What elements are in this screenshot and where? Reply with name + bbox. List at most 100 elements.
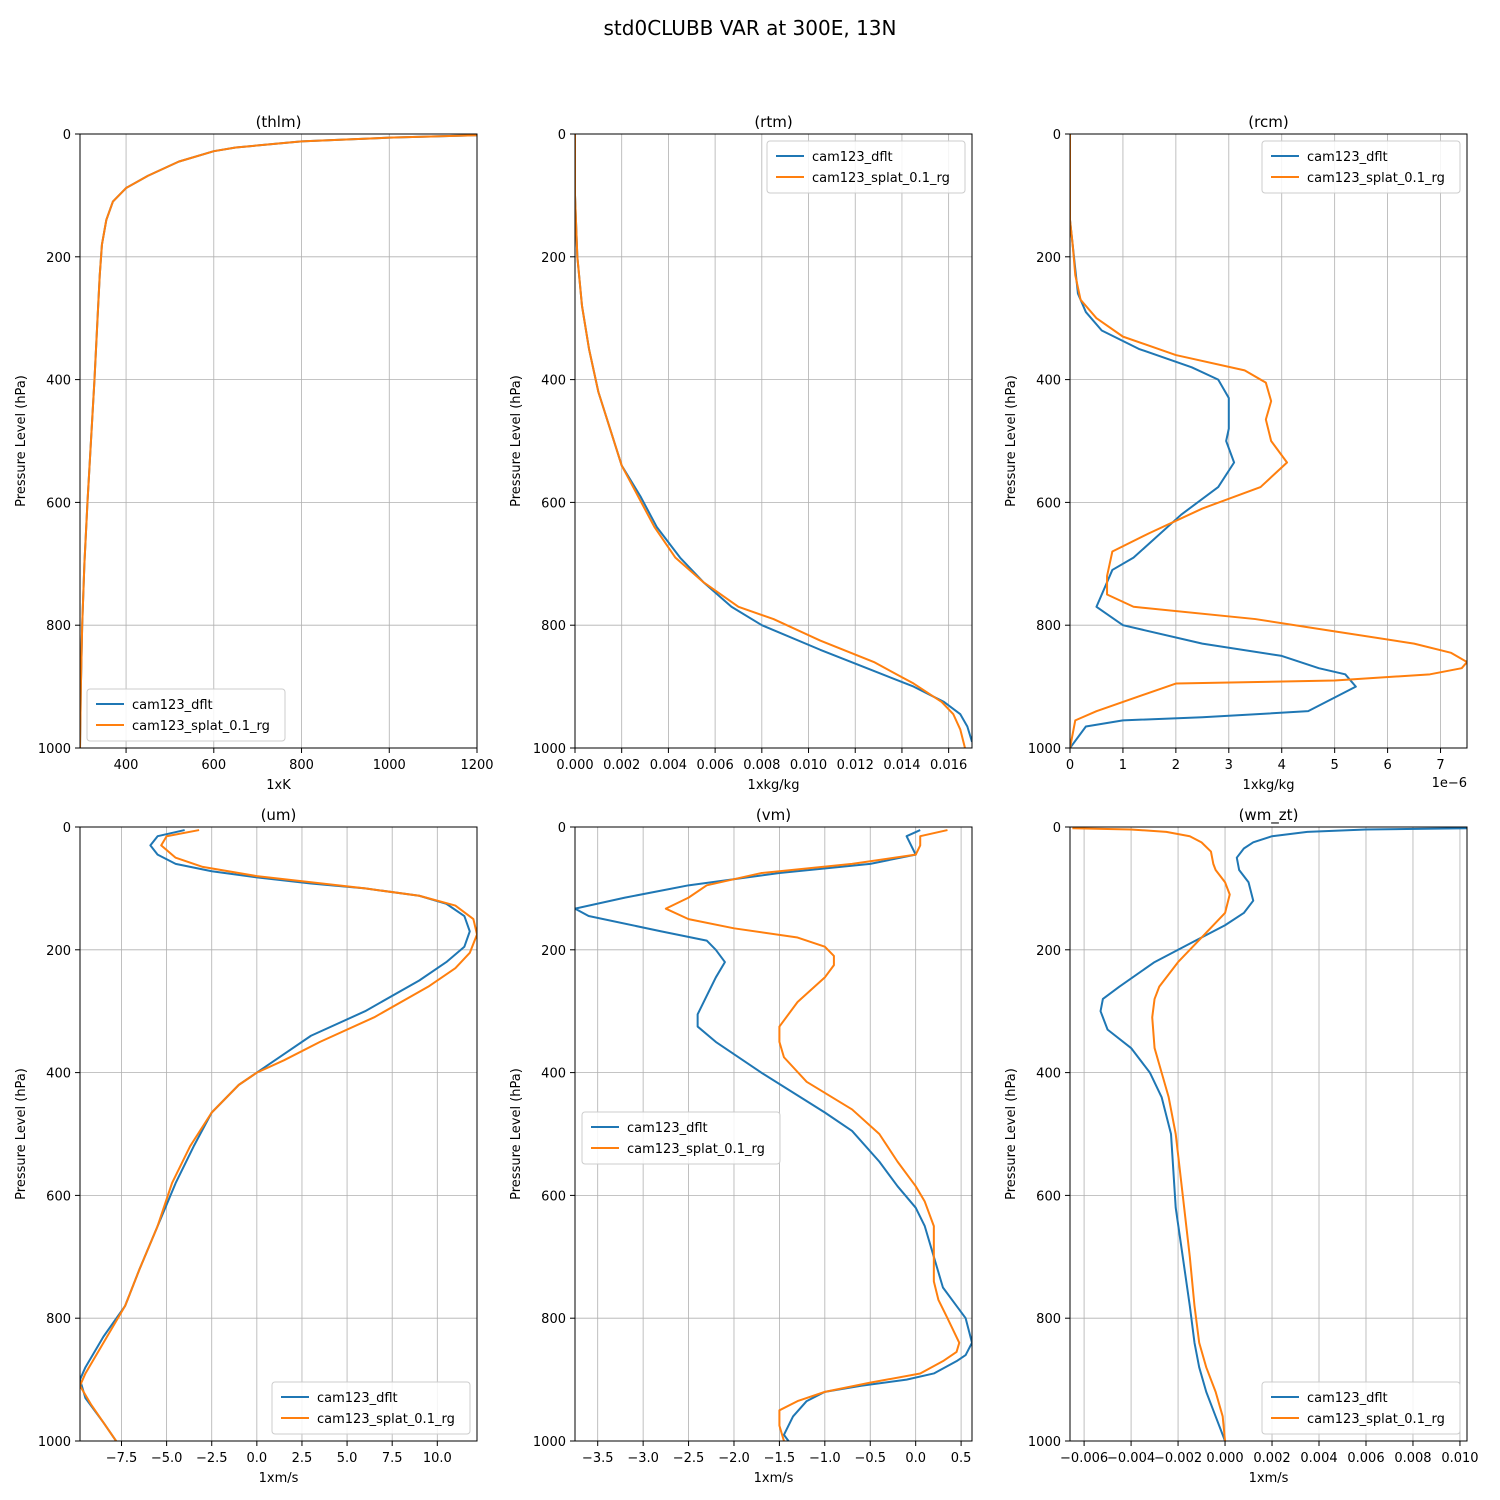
chart-6-x-tick-label: −0.004	[1107, 1451, 1155, 1466]
chart-3-x-tick-label: 2	[1172, 758, 1180, 773]
chart-5-y-tick-label: 1000	[533, 1435, 566, 1450]
chart-3-y-tick-label: 1000	[1028, 742, 1061, 757]
chart-3-legend-label-1: cam123_dflt	[1307, 150, 1388, 165]
chart-5-x-tick-label: −3.5	[582, 1451, 614, 1466]
chart-4-x-tick-label: 5.0	[337, 1451, 358, 1466]
chart-3-y-axis-label: Pressure Level (hPa)	[1004, 375, 1019, 507]
chart-3-x-tick-label: 4	[1278, 758, 1286, 773]
chart-4-y-tick-label: 800	[46, 1312, 71, 1327]
chart-6-x-tick-label: 0.010	[1441, 1451, 1478, 1466]
chart-5-title: (vm)	[756, 806, 791, 824]
chart-5: −3.5 −3.0 −2.5 −2.0 −1.5 −1.0 −0.5 0.0 0.5 0 200 40…	[509, 806, 973, 1486]
chart-4-legend-label-1: cam123_dflt	[317, 1391, 398, 1406]
chart-4-x-tick-label: −2.5	[196, 1451, 228, 1466]
chart-5-legend: cam123_dflt cam123_splat_0.1_rg	[581, 1111, 781, 1165]
chart-4-y-axis-label: Pressure Level (hPa)	[14, 1068, 29, 1200]
chart-6: −0.006−0.004−0.002 0.000 0.002 0.004 0.006 0.…	[1004, 806, 1479, 1486]
chart-1-frame	[79, 133, 478, 749]
chart-1-y-axis-label: Pressure Level (hPa)	[14, 375, 29, 507]
chart-4: −7.5 −5.0 −2.5 0.0 2.5 5.0 7.5 10.0 0 200 400 600 80…	[14, 806, 478, 1486]
chart-6-y-tick-label: 1000	[1028, 1435, 1061, 1450]
chart-4-legend-box	[271, 1381, 471, 1435]
chart-6-series-line-1	[1099, 827, 1467, 1441]
chart-2-x-tick-label: 0.010	[790, 758, 827, 773]
chart-1-y-tick-label: 200	[46, 251, 71, 266]
chart-1-legend: cam123_dflt cam123_splat_0.1_rg	[86, 688, 286, 742]
chart-2-y-tick-label: 800	[541, 619, 566, 634]
chart-6-y-tick-label: 400	[1036, 1067, 1061, 1082]
chart-3-series-line-1	[1070, 134, 1357, 748]
chart-6-y-tick-label: 600	[1036, 1189, 1061, 1204]
chart-2-y-tick-label: 400	[541, 374, 566, 389]
chart-5-legend-label-1: cam123_dflt	[627, 1121, 708, 1136]
chart-5-legend-label-2: cam123_splat_0.1_rg	[627, 1142, 765, 1157]
chart-6-y-tick-label: 800	[1036, 1312, 1061, 1327]
chart-3-x-offset-text: 1e−6	[1432, 776, 1467, 791]
chart-5-series-line-1	[575, 829, 972, 1441]
chart-2-y-tick-label: 1000	[533, 742, 566, 757]
chart-2: 0.000 0.002 0.004 0.006 0.008 0.010 0.012 0.014…	[509, 113, 973, 793]
chart-3-y-tick-label: 800	[1036, 619, 1061, 634]
chart-4-x-tick-label: −7.5	[106, 1451, 138, 1466]
chart-2-legend-label-2: cam123_splat_0.1_rg	[812, 171, 950, 186]
chart-5-x-tick-label: −1.0	[809, 1451, 841, 1466]
chart-6-x-tick-label: 0.008	[1394, 1451, 1431, 1466]
chart-5-x-tick-label: −2.5	[673, 1451, 705, 1466]
chart-4-series-line-2	[80, 829, 477, 1441]
chart-3-x-tick-label: 1	[1119, 758, 1127, 773]
chart-3-series-line-2	[1070, 134, 1467, 748]
chart-6-x-tick-label: −0.002	[1154, 1451, 1202, 1466]
chart-1-series-line-1	[80, 134, 477, 748]
chart-4-x-tick-label: −5.0	[151, 1451, 183, 1466]
chart-5-x-tick-label: −0.5	[854, 1451, 886, 1466]
chart-5-x-axis-label: 1xm/s	[754, 1471, 794, 1486]
chart-2-x-tick-label: 0.012	[837, 758, 874, 773]
chart-1-x-axis-label: 1xK	[266, 778, 291, 793]
chart-2-y-axis-label: Pressure Level (hPa)	[509, 375, 524, 507]
chart-6-x-axis-label: 1xm/s	[1249, 1471, 1289, 1486]
chart-4-y-tick-label: 400	[46, 1067, 71, 1082]
chart-6-y-axis-label: Pressure Level (hPa)	[1004, 1068, 1019, 1200]
chart-2-x-tick-label: 0.016	[930, 758, 967, 773]
chart-2-y-tick-label: 600	[541, 496, 566, 511]
chart-2-y-tick-label: 0	[558, 128, 566, 143]
chart-1-x-tick-label: 400	[114, 758, 139, 773]
chart-4-y-tick-label: 200	[46, 944, 71, 959]
chart-6-legend-label-1: cam123_dflt	[1307, 1391, 1388, 1406]
chart-2-x-tick-label: 0.002	[603, 758, 640, 773]
chart-5-x-tick-label: −3.0	[627, 1451, 659, 1466]
chart-1-y-tick-label: 0	[63, 128, 71, 143]
chart-4-series-line-1	[80, 829, 471, 1441]
chart-5-series-line-2	[664, 829, 961, 1441]
chart-3-legend-label-2: cam123_splat_0.1_rg	[1307, 171, 1445, 186]
chart-2-x-tick-label: 0.014	[883, 758, 920, 773]
chart-4-x-axis-label: 1xm/s	[259, 1471, 299, 1486]
chart-4-legend: cam123_dflt cam123_splat_0.1_rg	[271, 1381, 471, 1435]
chart-6-y-tick-label: 0	[1053, 821, 1061, 836]
chart-1-series-line-2	[80, 134, 477, 748]
chart-2-legend-box	[766, 140, 966, 194]
chart-1-legend-label-2: cam123_splat_0.1_rg	[132, 719, 270, 734]
chart-6-title: (wm_zt)	[1239, 806, 1299, 825]
chart-3-y-tick-label: 600	[1036, 496, 1061, 511]
chart-2-legend: cam123_dflt cam123_splat_0.1_rg	[766, 140, 966, 194]
chart-2-series-line-1	[575, 134, 972, 743]
chart-1-y-tick-label: 400	[46, 374, 71, 389]
chart-2-y-tick-label: 200	[541, 251, 566, 266]
chart-6-x-tick-label: 0.000	[1206, 1451, 1243, 1466]
chart-1-legend-label-1: cam123_dflt	[132, 698, 213, 713]
chart-2-legend-label-1: cam123_dflt	[812, 150, 893, 165]
chart-3: 0 1 2 3 4 5 6 7 0 200 400 600 800 1000 (rcm) 1xkg/kg Pre…	[1004, 113, 1468, 793]
chart-5-x-tick-label: −2.0	[718, 1451, 750, 1466]
chart-3-y-tick-label: 0	[1053, 128, 1061, 143]
chart-4-frame	[79, 826, 478, 1442]
chart-5-y-tick-label: 200	[541, 944, 566, 959]
chart-4-y-tick-label: 600	[46, 1189, 71, 1204]
chart-2-x-tick-label: 0.006	[697, 758, 734, 773]
chart-1: 400 600 800 1000 1200 0 200 400 600 800 1000 (thlm)…	[14, 113, 494, 793]
chart-1-x-tick-label: 1200	[460, 758, 493, 773]
chart-5-legend-box	[581, 1111, 781, 1165]
chart-3-y-tick-label: 400	[1036, 374, 1061, 389]
